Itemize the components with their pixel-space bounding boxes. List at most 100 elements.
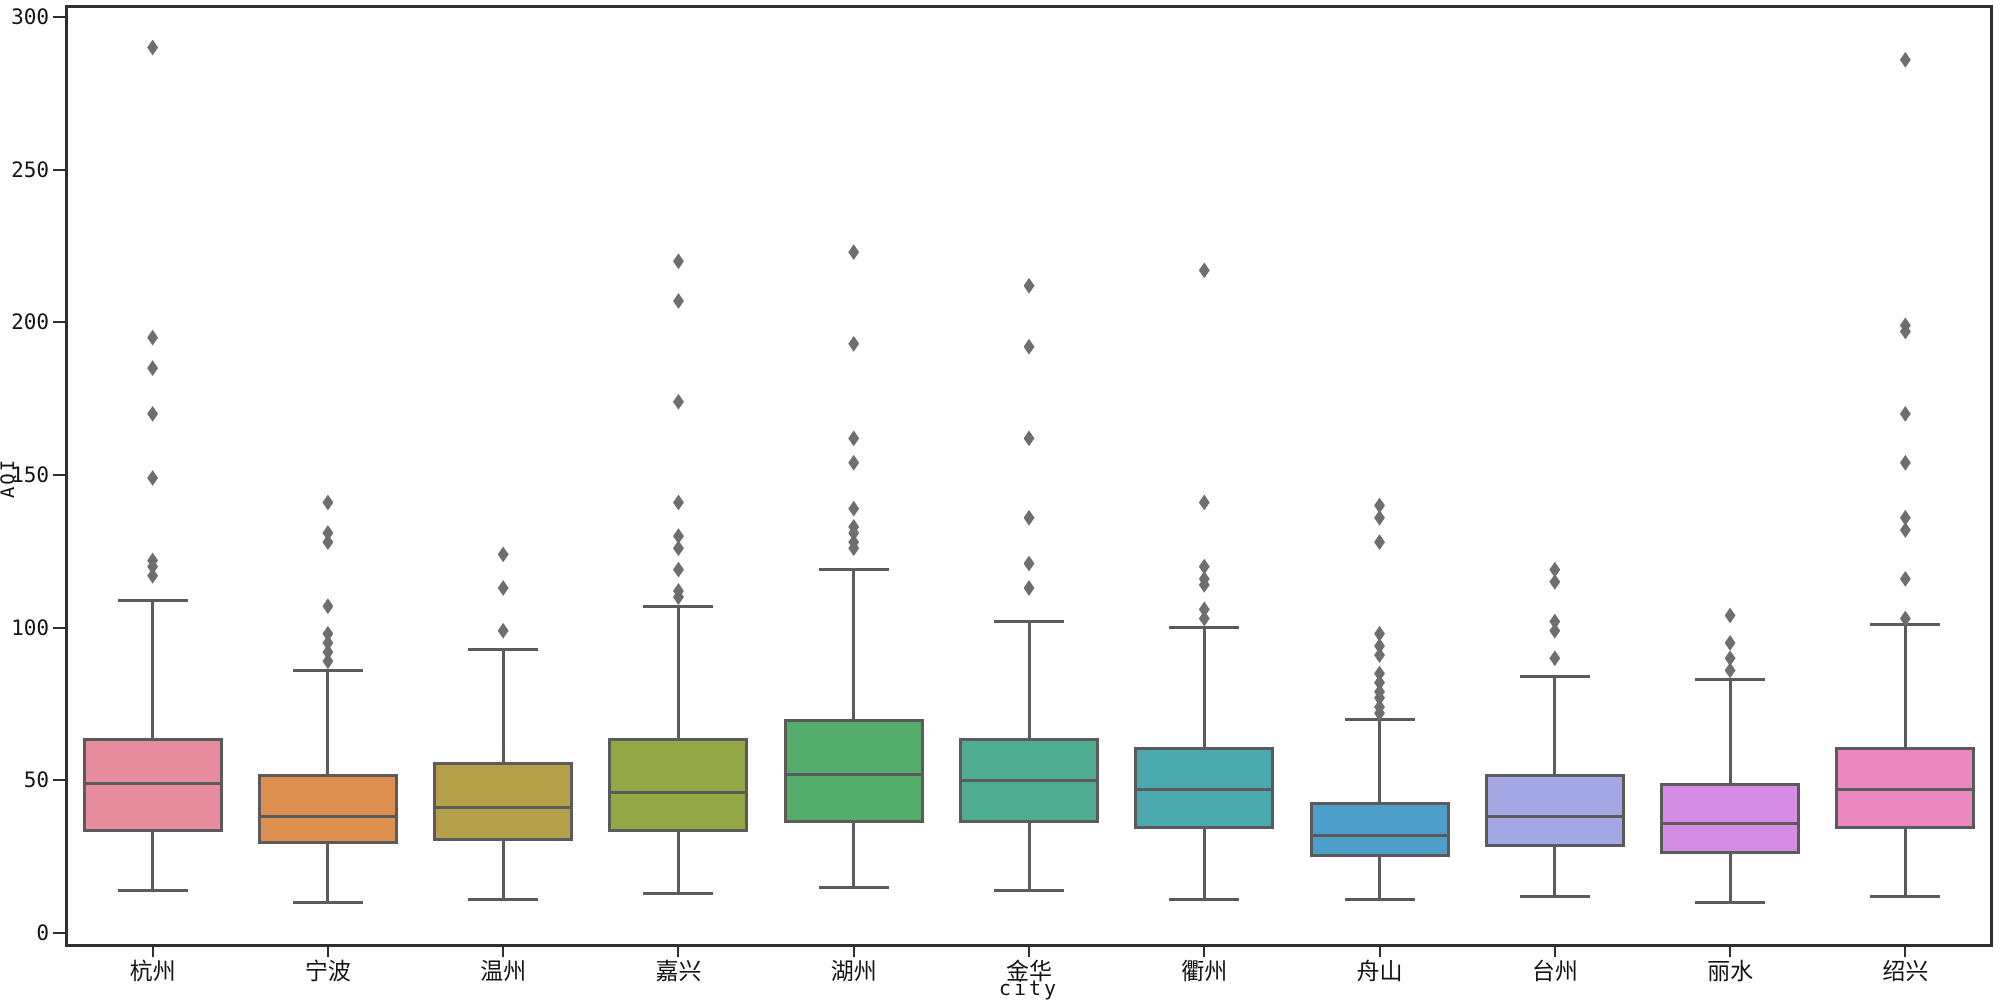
- y-tick-label: 150: [11, 463, 49, 487]
- whisker-cap-upper: [1519, 675, 1590, 679]
- whisker-cap-lower: [1169, 897, 1240, 901]
- median-line: [433, 806, 574, 810]
- x-tick-mark: [1904, 947, 1907, 957]
- whisker-cap-lower: [117, 888, 188, 892]
- whisker-cap-lower: [994, 888, 1064, 892]
- whisker-cap-lower: [1344, 897, 1415, 901]
- boxplot-box: [783, 719, 924, 824]
- outlier-point: [1374, 647, 1386, 664]
- outlier-point: [322, 525, 334, 541]
- outlier-point: [1374, 534, 1386, 551]
- outlier-point: [672, 292, 684, 309]
- y-tick-mark: [53, 168, 65, 171]
- x-tick-label: 嘉兴: [655, 959, 702, 985]
- outlier-point: [1198, 494, 1210, 511]
- median-line: [1660, 821, 1801, 825]
- outlier-point: [322, 534, 334, 551]
- outlier-point: [672, 583, 684, 600]
- outlier-point: [147, 329, 159, 346]
- y-tick-mark: [53, 321, 65, 324]
- y-tick-mark: [53, 474, 65, 476]
- outlier-point: [1899, 509, 1911, 526]
- y-tick-mark: [53, 16, 65, 18]
- whisker-cap-lower: [643, 891, 714, 895]
- x-tick-mark: [502, 947, 505, 957]
- x-tick-mark: [1378, 947, 1381, 957]
- x-tick-mark: [1203, 947, 1206, 957]
- outlier-point: [1899, 405, 1911, 422]
- outlier-point: [1549, 561, 1561, 578]
- outlier-point: [322, 653, 334, 670]
- outlier-point: [147, 405, 159, 422]
- outlier-point: [1899, 317, 1911, 334]
- whisker-cap-lower: [1870, 894, 1941, 898]
- outlier-point: [672, 494, 684, 511]
- x-tick-label: 绍兴: [1882, 959, 1929, 985]
- x-tick-label: 金华: [1006, 959, 1052, 985]
- whisker-cap-upper: [818, 568, 889, 572]
- x-tick-label: 台州: [1531, 959, 1578, 985]
- whisker-cap-upper: [1169, 626, 1240, 630]
- outlier-point: [1549, 622, 1561, 639]
- outlier-point: [848, 335, 860, 352]
- whisker-cap-upper: [292, 668, 363, 672]
- outlier-point: [848, 500, 860, 517]
- boxplot-box: [433, 762, 574, 842]
- whisker-cap-upper: [468, 647, 539, 651]
- x-tick-mark: [1553, 947, 1556, 957]
- y-tick-label: 0: [36, 921, 49, 945]
- outlier-point: [497, 579, 509, 596]
- boxplot-box: [1835, 746, 1976, 830]
- outlier-point: [848, 454, 860, 471]
- y-tick-mark: [53, 779, 65, 782]
- outlier-point: [672, 528, 684, 545]
- boxplot-box: [1309, 801, 1450, 857]
- outlier-point: [322, 634, 334, 651]
- outlier-point: [1549, 573, 1561, 590]
- median-line: [1484, 815, 1625, 819]
- whisker-cap-lower: [818, 885, 889, 889]
- outlier-point: [147, 567, 159, 584]
- whisker-cap-upper: [643, 604, 714, 608]
- outlier-point: [1023, 277, 1035, 294]
- x-tick-label: 宁波: [304, 959, 351, 985]
- median-line: [959, 778, 1099, 782]
- outlier-point: [322, 494, 334, 511]
- outlier-point: [1374, 637, 1386, 654]
- outlier-point: [1899, 51, 1911, 68]
- x-tick-mark: [326, 947, 329, 957]
- x-axis-label: city: [998, 976, 1060, 1000]
- outlier-point: [672, 393, 684, 410]
- outlier-point: [848, 244, 860, 261]
- y-axis-label: AQI: [0, 457, 19, 499]
- outlier-point: [1198, 262, 1210, 279]
- x-tick-mark: [677, 947, 680, 957]
- x-tick-mark: [1028, 947, 1030, 957]
- outlier-point: [672, 253, 684, 270]
- outlier-point: [1724, 662, 1736, 679]
- outlier-point: [848, 430, 860, 447]
- median-line: [608, 791, 749, 795]
- outlier-point: [1374, 699, 1386, 716]
- median-line: [1309, 833, 1450, 837]
- outlier-point: [1374, 665, 1386, 682]
- y-tick-mark: [53, 932, 65, 934]
- whisker-cap-lower: [1519, 894, 1590, 898]
- outlier-point: [147, 39, 159, 56]
- outlier-point: [147, 552, 159, 569]
- outlier-point: [497, 622, 509, 639]
- x-tick-label: 衢州: [1181, 959, 1228, 985]
- outlier-point: [1899, 521, 1911, 538]
- outlier-point: [322, 598, 334, 615]
- median-line: [783, 772, 924, 776]
- x-tick-label: 温州: [480, 959, 527, 985]
- x-tick-label: 杭州: [129, 959, 176, 985]
- outlier-point: [1374, 625, 1386, 642]
- outlier-point: [1899, 454, 1911, 471]
- outlier-point: [1198, 610, 1210, 627]
- median-line: [1134, 787, 1275, 791]
- median-line: [82, 781, 223, 785]
- y-tick-label: 250: [11, 157, 49, 182]
- outlier-point: [1023, 555, 1035, 572]
